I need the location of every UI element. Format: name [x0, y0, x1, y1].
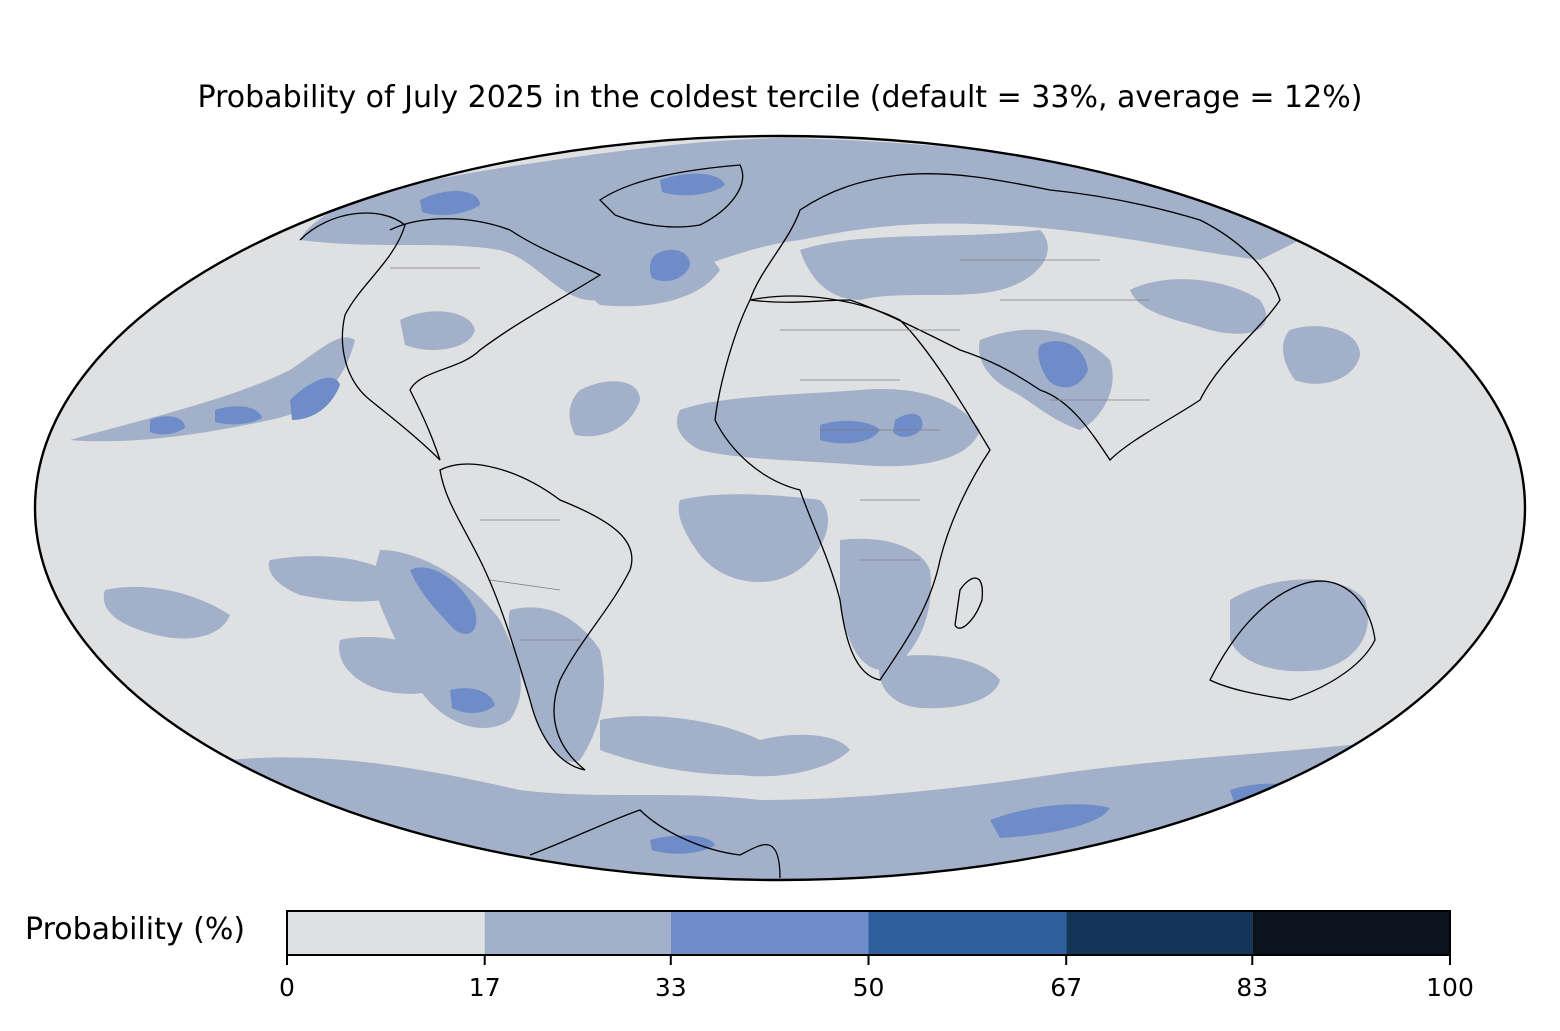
coastlines	[299, 164, 1376, 879]
north-america-coast	[299, 212, 602, 461]
region-labrador-sea-core	[649, 249, 690, 282]
colorbar-tick-label-5: 83	[1236, 973, 1268, 1002]
greenland-coast	[598, 164, 744, 228]
country-borders	[390, 259, 1150, 641]
colorbar-bin-0	[287, 911, 485, 955]
region-tropical-atlantic	[678, 494, 829, 583]
region-southern-ocean-core-3	[650, 835, 715, 854]
colorbar-bin-4	[1066, 911, 1253, 955]
region-east-asia-north	[1130, 279, 1267, 334]
region-atlantic-mid	[569, 381, 640, 437]
region-arctic-core-2	[660, 173, 725, 196]
colorbar-tick-label-0: 0	[279, 973, 295, 1002]
colorbar-bin-1	[484, 911, 671, 955]
region-arctic-core	[420, 190, 480, 216]
region-pakistan-core	[1038, 341, 1088, 388]
region-sahel-core-2	[893, 413, 923, 437]
colorbar-tick-label-3: 50	[853, 973, 885, 1002]
region-east-south-pacific	[103, 586, 230, 639]
region-sahel-core	[820, 420, 880, 444]
region-north-america-east	[400, 311, 475, 350]
region-south-atlantic	[600, 716, 850, 777]
colorbar-label: Probability (%)	[25, 912, 246, 947]
region-south-pacific-core-2	[450, 688, 495, 713]
region-australia	[1230, 579, 1368, 672]
region-south-pacific-mid	[339, 636, 460, 694]
colorbar-bin-5	[1252, 911, 1450, 955]
colorbar-tick-label-4: 67	[1050, 973, 1082, 1002]
globe-outline	[33, 134, 1527, 882]
region-south-pacific-band	[268, 556, 410, 602]
region-east-pacific-band	[70, 337, 355, 442]
colorbar-bin-3	[868, 911, 1067, 955]
colorbar-bin-2	[670, 911, 869, 955]
map-title: Probability of July 2025 in the coldest …	[197, 80, 1363, 115]
region-south-pacific-core	[410, 567, 477, 634]
antarctica-coast	[529, 809, 781, 879]
region-north-arctic	[300, 138, 1300, 301]
south-america-coast	[439, 463, 633, 771]
region-europe-russia	[800, 230, 1048, 300]
world-map	[33, 134, 1527, 882]
colorbar-tick-label-2: 33	[655, 973, 687, 1002]
africa-coast	[714, 295, 991, 681]
colorbar-tick-label-6: 100	[1426, 973, 1474, 1002]
region-east-pacific-core	[150, 416, 185, 435]
madagascar-coast	[954, 577, 983, 629]
region-southern-ocean-core	[990, 804, 1110, 838]
region-east-pacific-core-3	[290, 377, 340, 420]
region-indian-ocean	[879, 655, 1000, 709]
region-south-america-west	[372, 550, 521, 729]
australia-coast	[1209, 580, 1376, 701]
region-east-pacific-core-2	[215, 406, 262, 425]
region-pacific-northwest	[1283, 326, 1360, 384]
colorbar-tick-label-1: 17	[469, 973, 501, 1002]
colorbar-frame	[286, 910, 1451, 956]
europe-asia-coast	[749, 173, 1281, 462]
